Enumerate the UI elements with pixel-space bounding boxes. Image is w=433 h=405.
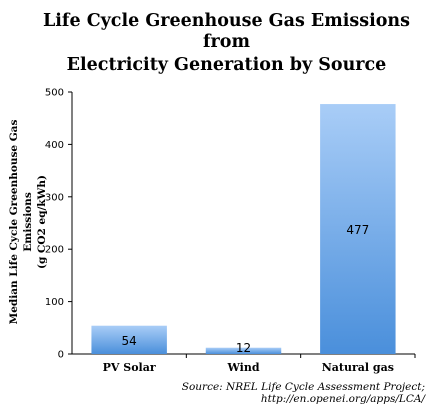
y-tick-label: 300 xyxy=(45,192,64,203)
bar-data-label: 477 xyxy=(346,223,369,237)
chart-title-line-1: Life Cycle Greenhouse Gas Emissions xyxy=(42,11,411,31)
chart-title-line-3: Electricity Generation by Source xyxy=(66,55,387,75)
y-tick-label: 100 xyxy=(45,297,64,308)
y-tick-label: 500 xyxy=(45,88,64,99)
bar xyxy=(91,325,167,354)
bars: 54 12 477 xyxy=(91,104,396,355)
bar xyxy=(320,104,396,354)
x-tick-label: Natural gas xyxy=(322,361,394,374)
chart-title-line-2: from xyxy=(203,32,250,52)
bar-data-label: 54 xyxy=(122,334,137,348)
y-tick-label: 400 xyxy=(45,140,64,151)
axes: 0 100 200 300 400 500 PV Solar Wind Natural gas xyxy=(45,88,416,374)
y-tick-label: 200 xyxy=(45,245,64,256)
bar xyxy=(205,347,282,354)
y-tick-label: 0 xyxy=(58,350,64,361)
bar-data-label: 12 xyxy=(236,341,251,355)
source-note: Source: NREL Life Cycle Assessment Proje… xyxy=(181,381,425,405)
x-tick-label: Wind xyxy=(226,361,259,374)
x-tick-label: PV Solar xyxy=(103,361,156,374)
